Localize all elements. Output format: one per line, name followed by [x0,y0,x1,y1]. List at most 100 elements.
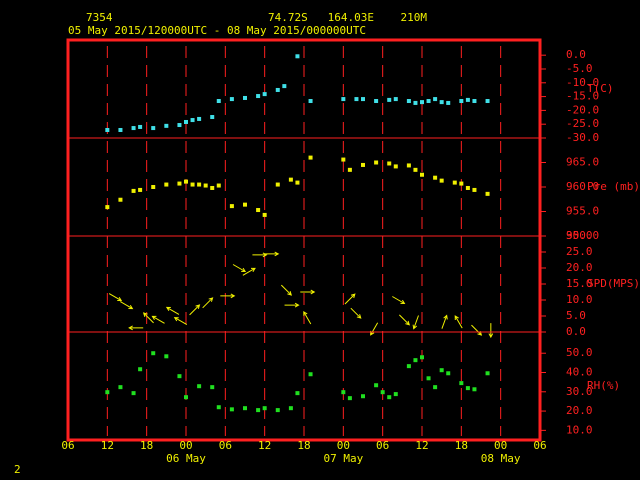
data-point [118,197,123,202]
data-point [459,181,464,186]
data-point [210,185,215,190]
data-point [380,390,385,395]
data-point [203,183,208,188]
y-tick-label: -30.0 [566,131,599,144]
y-tick-label: 20.0 [566,404,593,417]
data-point [105,390,110,395]
wind-arrow [398,314,410,326]
data-point [295,180,300,185]
data-point [433,385,438,390]
wind-arrow [142,312,154,324]
x-tick-label: 06 [61,439,74,452]
data-point [229,204,234,209]
data-point [256,94,261,99]
data-point [485,371,490,376]
data-point [243,202,247,207]
data-point [118,127,123,132]
y-tick-label: 0.0 [566,325,586,338]
data-point [151,185,156,189]
wind-arrow [441,314,448,329]
data-point [465,185,470,190]
y-tick-label: 40.0 [566,366,593,379]
y-tick-label: 10.0 [566,293,593,306]
day-label: 07 May [323,452,363,465]
data-point [164,123,169,128]
data-point [393,164,398,169]
data-point [177,181,182,186]
wind-arrow [350,307,362,319]
data-point [341,157,346,162]
y-tick-label: 25.0 [566,245,593,258]
y-tick-label: 5.0 [566,309,586,322]
data-point [485,99,490,104]
data-point [361,97,365,102]
wind-arrow [412,315,419,330]
data-point [393,392,398,397]
data-point [243,406,247,411]
data-point [151,126,156,131]
data-point [190,182,195,187]
data-point [420,100,424,105]
data-point [282,84,287,89]
y-tick-label: 960.0 [566,180,599,193]
day-label: 06 May [166,452,206,465]
wind-arrow [264,251,280,257]
data-point [262,212,267,217]
y-tick-label: -20.0 [566,103,599,116]
data-point [446,100,451,105]
data-point [308,155,313,160]
wind-arrow [151,315,165,324]
data-point [184,119,188,124]
wind-arrow [488,323,494,339]
x-tick-label: 12 [101,439,114,452]
data-point [164,182,169,187]
x-tick-label: 12 [258,439,271,452]
data-point [387,161,392,166]
y-tick-label: 30.0 [566,385,593,398]
x-tick-label: 18 [297,439,310,452]
data-point [420,355,424,360]
data-point [426,99,431,104]
wind-arrow [108,293,123,302]
data-point [308,99,313,104]
data-point [131,126,136,131]
wind-arrow [165,306,180,315]
x-tick-label: 00 [494,439,507,452]
data-point [216,99,221,104]
data-point [354,97,359,102]
data-point [465,97,470,102]
data-point [288,177,293,182]
data-point [347,167,352,172]
x-tick-label: 06 [219,439,232,452]
data-point [361,162,365,167]
data-point [406,163,411,168]
wind-arrow [232,264,247,273]
data-point [190,118,195,123]
data-point [138,187,143,192]
data-point [433,175,438,180]
y-tick-label: -5.0 [566,62,593,75]
y-axis-label: Pre (mb) [587,180,640,193]
y-tick-label: 10.0 [566,423,593,436]
data-point [387,97,392,102]
wind-arrow [173,317,188,326]
data-point [256,408,261,413]
y-tick-label: 0.0 [566,48,586,61]
wind-arrow [392,296,406,305]
data-point [347,396,352,401]
data-point [485,191,490,196]
y-axis-label: RH(%) [587,379,620,392]
wind-arrow [120,301,134,310]
data-point [413,358,418,363]
day-label: 08 May [481,452,521,465]
wind-arrow [303,310,312,325]
data-point [413,167,418,172]
data-point [406,364,411,369]
x-tick-label: 18 [455,439,468,452]
data-point [138,124,143,129]
station-location: 74.72S 164.03E 210M [268,11,427,24]
frame [66,38,542,442]
data-point [439,368,444,373]
